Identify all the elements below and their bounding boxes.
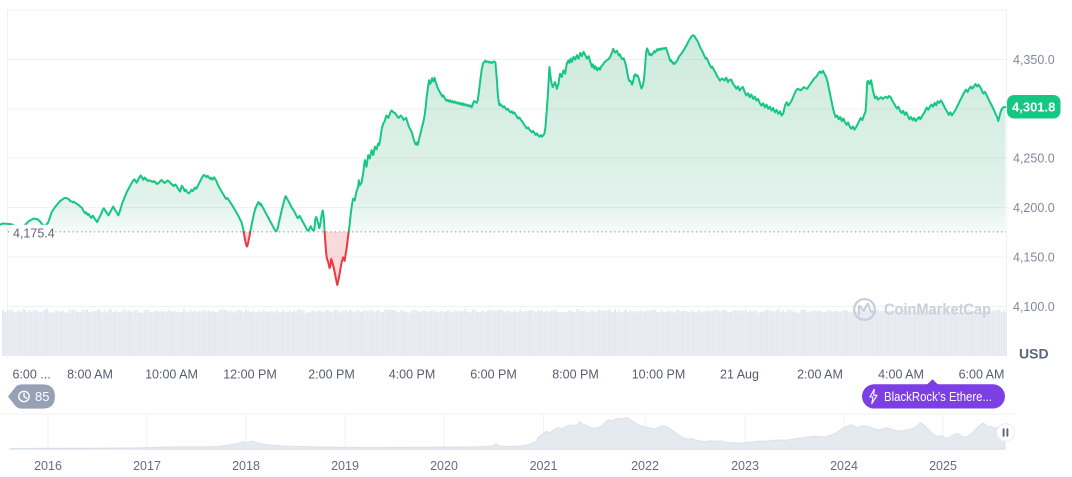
svg-text:10:00 PM: 10:00 PM xyxy=(632,368,686,382)
svg-text:6:00 PM: 6:00 PM xyxy=(470,368,517,382)
svg-text:2023: 2023 xyxy=(731,459,759,473)
svg-text:2020: 2020 xyxy=(430,459,458,473)
svg-text:8:00 AM: 8:00 AM xyxy=(67,368,113,382)
svg-text:4,301.8: 4,301.8 xyxy=(1012,100,1055,115)
svg-text:4:00 PM: 4:00 PM xyxy=(389,368,436,382)
svg-text:6:00 ...: 6:00 ... xyxy=(13,368,51,382)
svg-text:USD: USD xyxy=(1019,346,1049,362)
svg-text:85: 85 xyxy=(35,389,49,404)
svg-text:6:00 AM: 6:00 AM xyxy=(959,368,1005,382)
svg-text:21 Aug: 21 Aug xyxy=(720,368,759,382)
svg-text:4,175.4: 4,175.4 xyxy=(13,227,55,241)
svg-text:10:00 AM: 10:00 AM xyxy=(145,368,198,382)
svg-text:2:00 AM: 2:00 AM xyxy=(797,368,843,382)
svg-text:2024: 2024 xyxy=(830,459,858,473)
svg-text:2:00 PM: 2:00 PM xyxy=(308,368,355,382)
svg-text:2019: 2019 xyxy=(331,459,359,473)
svg-text:2025: 2025 xyxy=(929,459,957,473)
svg-text:4,150.0: 4,150.0 xyxy=(1013,251,1055,265)
svg-text:BlackRock’s Ethere...: BlackRock’s Ethere... xyxy=(884,389,992,404)
svg-text:4,250.0: 4,250.0 xyxy=(1013,152,1055,166)
svg-text:2016: 2016 xyxy=(34,459,62,473)
svg-text:4,350.0: 4,350.0 xyxy=(1013,53,1055,67)
svg-text:2021: 2021 xyxy=(530,459,558,473)
svg-text:4:00 AM: 4:00 AM xyxy=(878,368,924,382)
svg-text:4,200.0: 4,200.0 xyxy=(1013,201,1055,215)
svg-text:8:00 PM: 8:00 PM xyxy=(552,368,599,382)
svg-text:12:00 PM: 12:00 PM xyxy=(223,368,277,382)
svg-text:2018: 2018 xyxy=(232,459,260,473)
svg-text:2022: 2022 xyxy=(631,459,659,473)
svg-text:4,100.0: 4,100.0 xyxy=(1013,300,1055,314)
svg-text:2017: 2017 xyxy=(133,459,161,473)
svg-text:CoinMarketCap: CoinMarketCap xyxy=(884,302,991,319)
